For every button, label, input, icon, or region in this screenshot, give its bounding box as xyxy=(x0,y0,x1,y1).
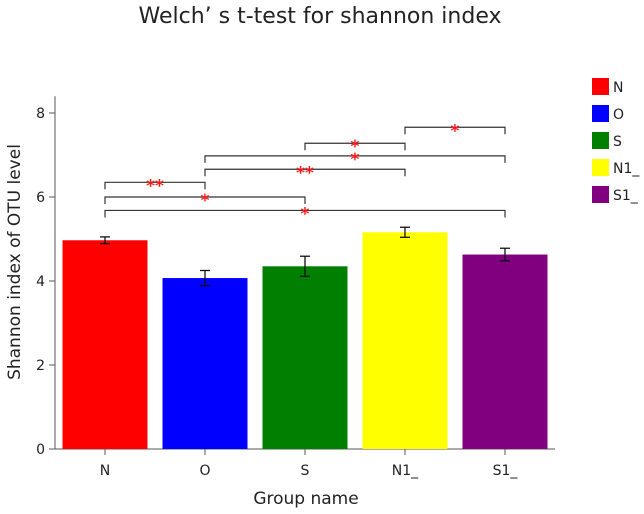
legend: NOS N1_ S1_ xyxy=(592,78,640,204)
y-axis-label: Shannon index of OTU level xyxy=(5,144,25,380)
significance-label: * xyxy=(201,191,210,211)
significance-label: ** xyxy=(146,176,164,196)
legend-label: S xyxy=(613,134,622,150)
x-axis-label: Group name xyxy=(253,489,358,509)
bar-N xyxy=(62,240,148,449)
significance-bracket xyxy=(204,155,506,163)
bar-O xyxy=(162,278,248,449)
y-tick-label: 2 xyxy=(36,358,45,374)
bar-N1 xyxy=(362,232,448,449)
y-tick-label: 6 xyxy=(36,190,45,206)
x-tick-label: S1_ xyxy=(493,463,519,479)
significance-label: ** xyxy=(296,163,314,183)
chart-title: Welch’ s t-test for shannon index xyxy=(139,4,502,29)
significance-bracket xyxy=(404,126,506,135)
bar-S xyxy=(262,266,348,449)
y-tick-label: 0 xyxy=(36,442,45,458)
significance-bracket xyxy=(104,181,206,190)
significance-label: * xyxy=(451,121,460,141)
significance-label: * xyxy=(301,204,310,224)
significance-label: * xyxy=(351,150,360,170)
significance-bracket xyxy=(104,209,506,218)
error-bars xyxy=(100,226,510,287)
significance-bracket xyxy=(204,168,406,177)
significance-bracket xyxy=(304,142,406,151)
significance-label: * xyxy=(351,137,360,157)
legend-swatch xyxy=(592,78,609,95)
legend-swatch xyxy=(592,159,609,176)
legend-label: O xyxy=(613,107,624,123)
x-tick-label: N xyxy=(100,463,110,479)
x-tick-label: O xyxy=(199,463,210,479)
legend-label: N1_ xyxy=(613,161,640,177)
y-tick-label: 4 xyxy=(36,274,45,290)
significance-bracket xyxy=(104,196,306,204)
bar-S1 xyxy=(462,254,548,449)
x-tick-label: S xyxy=(301,463,310,479)
legend-swatch xyxy=(592,132,609,149)
legend-label: N xyxy=(613,80,623,96)
y-tick-label: 8 xyxy=(36,106,45,122)
legend-swatch xyxy=(592,186,609,203)
legend-label: S1_ xyxy=(613,188,639,204)
legend-swatch xyxy=(592,105,609,122)
bars xyxy=(62,232,548,449)
significance-brackets: ********* xyxy=(104,121,506,224)
x-tick-label: N1_ xyxy=(392,463,419,479)
